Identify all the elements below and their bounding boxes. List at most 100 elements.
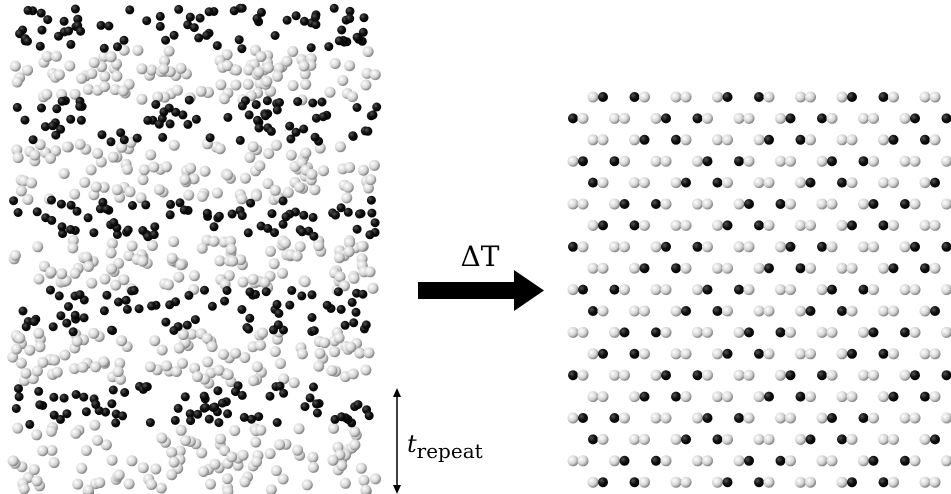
dark-particle [869,199,879,209]
dark-particle [337,412,346,421]
light-particle [347,91,358,102]
light-particle [37,445,48,456]
dark-particle [318,98,327,107]
light-particle [671,220,682,231]
dark-particle [578,285,588,295]
light-particle [775,370,786,381]
light-particle [681,134,692,145]
dark-particle [734,285,744,295]
light-particle [754,391,765,402]
light-particle [744,370,755,381]
light-particle [209,236,220,247]
dark-particle [181,392,190,401]
light-particle [837,92,848,103]
light-particle [26,177,37,188]
light-particle [156,433,167,444]
dark-particle [147,302,156,311]
dark-particle [263,96,272,105]
light-particle [344,60,355,71]
light-particle [319,337,330,348]
light-particle [754,434,765,445]
dark-particle [192,115,201,124]
dark-particle [360,13,369,22]
light-particle [847,134,858,145]
light-particle [176,259,187,270]
dark-particle [786,370,796,380]
dark-particle [235,35,244,44]
dark-particle [671,135,681,145]
light-particle [364,347,375,358]
light-particle [173,272,184,283]
dark-particle [109,386,118,395]
light-particle [588,477,599,488]
light-particle [275,358,286,369]
light-particle [888,92,899,103]
light-particle [197,191,208,202]
dark-particle [942,242,951,252]
dark-particle [238,391,247,400]
light-particle [16,185,27,196]
light-particle [888,477,899,488]
dark-particle [169,326,178,335]
dark-particle [14,208,23,217]
dark-particle [319,112,328,121]
dark-particle [671,392,681,402]
light-particle [33,274,44,285]
dark-particle [568,113,578,123]
light-particle [692,327,703,338]
light-particle [154,184,165,195]
light-particle [785,327,796,338]
light-particle [100,274,111,285]
light-particle [598,391,609,402]
light-particle [146,65,157,76]
dark-particle [64,302,73,311]
light-particle [265,448,276,459]
light-particle [49,457,60,468]
light-particle [910,413,921,424]
dark-particle [300,17,309,26]
light-particle [900,241,911,252]
light-particle [107,238,118,249]
light-particle [827,455,838,466]
light-particle [226,451,237,462]
repeat-arrow-top [393,388,401,397]
dark-particle [273,106,282,115]
light-particle [251,456,262,467]
light-particle [341,192,352,203]
light-particle [209,459,220,470]
dark-particle [24,6,33,15]
dark-particle [309,383,318,392]
light-particle [629,391,640,402]
light-particle [671,434,682,445]
light-particle [671,477,682,488]
dark-particle [75,102,84,111]
light-particle [847,263,858,274]
repeat-arrow-bottom [393,485,401,494]
dark-particle [910,242,920,252]
dark-particle [238,211,247,220]
light-particle [930,92,941,103]
light-particle [147,240,158,251]
light-particle [335,141,346,152]
light-particle [629,434,640,445]
light-particle [168,236,179,247]
light-particle [256,51,267,62]
light-particle [837,477,848,488]
dark-particle [308,99,317,108]
dark-particle [201,403,210,412]
light-particle [712,348,723,359]
light-particle [171,366,182,377]
figure: ΔT trepeat [0,0,951,494]
light-particle [795,92,806,103]
light-particle [299,61,310,72]
dark-particle [279,196,288,205]
light-particle [910,199,921,210]
light-particle [174,343,185,354]
dark-particle [125,5,134,14]
dark-particle [274,320,283,329]
dark-particle [283,16,292,25]
light-particle [639,477,650,488]
dark-particle [764,135,774,145]
dark-particle [120,36,129,45]
dark-particle [869,327,879,337]
